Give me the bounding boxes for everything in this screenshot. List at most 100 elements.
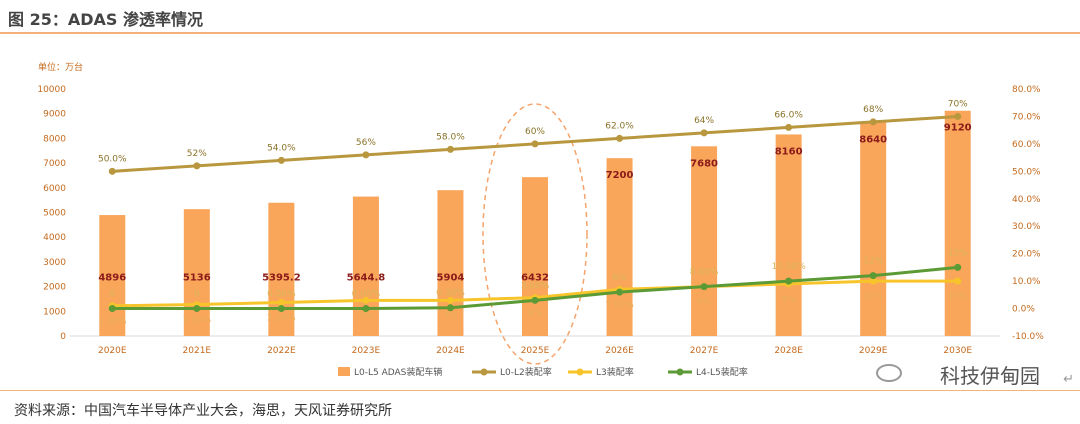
right-axis-tick-label: 30.0%: [1012, 222, 1041, 232]
bar: [352, 196, 379, 336]
l0-l2-data-label: 60%: [525, 127, 545, 137]
left-axis-tick-label: 6000: [43, 184, 66, 194]
watermark-text: 科技伊甸园: [940, 364, 1040, 388]
wechat-watermark-icon: [876, 364, 902, 382]
right-axis-tick-label: 10.0%: [1012, 277, 1041, 287]
l0-l2-data-label: 54.0%: [267, 143, 296, 153]
l0-l2-data-label: 64%: [694, 116, 714, 126]
figure-title-bar: 图 25：ADAS 渗透率情况: [0, 0, 1080, 34]
right-axis-tick-label: 40.0%: [1012, 195, 1041, 205]
right-axis-tick-label: 0.0%: [1012, 305, 1035, 315]
l0-l2-point: [954, 112, 962, 120]
left-axis-tick-label: 2000: [43, 283, 66, 293]
left-axis-tick-label: 9000: [43, 110, 66, 120]
legend-label: L0-L5 ADAS装配车辆: [354, 366, 442, 378]
l3-data-label: 10%: [863, 292, 883, 302]
l4-l5-data-label: 0: [194, 290, 200, 300]
right-axis-tick-label: 20.0%: [1012, 250, 1041, 260]
x-axis-tick-label: 2027E: [690, 346, 719, 356]
l4-l5-data-label: 12%: [863, 257, 883, 267]
paragraph-mark: ↵: [1063, 372, 1074, 387]
l3-data-label: 10%: [948, 292, 968, 302]
bar-value-label: 5136: [183, 272, 211, 283]
l3-data-label: 4%: [528, 309, 543, 319]
l0-l2-point: [785, 123, 793, 131]
l0-l2-data-label: 56%: [356, 138, 376, 148]
right-axis-tick-label: -10.0%: [1012, 332, 1044, 342]
l3-data-label: 2.20%: [267, 314, 296, 324]
l3-data-label: 3%: [443, 311, 458, 321]
left-axis-tick-label: 8000: [43, 134, 66, 144]
l4-l5-data-label: 3.00%: [521, 281, 550, 291]
l3-data-label: 1.00%: [98, 317, 127, 327]
l0-l2-data-label: 50.0%: [98, 154, 127, 164]
left-axis-tick-label: 3000: [43, 258, 66, 268]
l0-l2-data-label: 68%: [863, 105, 883, 115]
l4-l5-data-label: 10.00%: [771, 262, 806, 272]
l0-l2-point: [616, 134, 624, 142]
l4-l5-data-label: 8.00%: [690, 268, 719, 278]
x-axis-tick-label: 2028E: [774, 346, 803, 356]
l0-l2-data-label: 62.0%: [605, 121, 634, 131]
left-axis-tick-label: 4000: [43, 233, 66, 243]
figure-title: 图 25：ADAS 渗透率情况: [8, 10, 203, 29]
bar: [944, 110, 971, 337]
legend-swatch-bar: [338, 367, 350, 376]
bar-value-label: 5904: [437, 272, 465, 283]
l0-l2-data-label: 58.0%: [436, 132, 465, 142]
bar-value-label: 4896: [98, 272, 126, 283]
l3-point: [362, 296, 370, 304]
l4-l5-point: [362, 305, 370, 313]
l0-l2-data-label: 52%: [187, 149, 207, 159]
l4-l5-data-label: 0.30%: [436, 289, 465, 299]
l4-l5-point: [869, 272, 877, 280]
l0-l2-point: [446, 145, 454, 153]
l0-l2-data-label: 66.0%: [774, 110, 803, 120]
bar-value-label: 8160: [775, 146, 803, 157]
source-note: 资料来源：中国汽车半导体产业大会，海思，天风证券研究所: [14, 403, 392, 419]
l0-l2-point: [869, 118, 877, 126]
left-axis-tick-label: 5000: [43, 209, 66, 219]
l0-l2-data-label: 70%: [948, 99, 968, 109]
l4-l5-point: [193, 305, 201, 313]
legend-label: L0-L2装配率: [500, 366, 552, 378]
l4-l5-data-label: 0.00%: [267, 290, 296, 300]
l0-l2-point: [193, 162, 201, 170]
l0-l2-point: [362, 151, 370, 159]
unit-label: 单位：万台: [38, 61, 83, 73]
bar: [183, 209, 210, 336]
l4-l5-point: [446, 304, 454, 312]
bar: [860, 122, 887, 336]
bar-value-label: 9120: [944, 123, 972, 134]
l3-data-label: 1.50%: [183, 315, 212, 325]
bar: [522, 177, 548, 336]
l3-data-label: 3%: [359, 311, 374, 321]
x-axis-tick-label: 2026E: [605, 346, 634, 356]
left-axis-tick-label: 0: [60, 332, 66, 342]
bar-value-label: 7200: [606, 170, 634, 181]
x-axis-tick-label: 2030E: [943, 346, 972, 356]
legend-swatch-marker: [480, 368, 488, 376]
l4-l5-point: [700, 283, 708, 291]
x-axis-tick-label: 2023E: [352, 346, 381, 356]
l4-l5-data-label: 0.00%: [352, 290, 381, 300]
bar: [268, 202, 295, 336]
l3-point: [446, 296, 454, 304]
left-axis-tick-label: 7000: [43, 159, 66, 169]
right-axis-tick-label: 80.0%: [1012, 85, 1041, 95]
legend-label: L4-L5装配率: [696, 366, 748, 378]
l0-l2-point: [700, 129, 708, 137]
left-axis-tick-label: 10000: [37, 85, 66, 95]
bar-value-label: 5644.8: [347, 272, 386, 283]
l0-l2-point: [531, 140, 539, 148]
l4-l5-data-label: 0: [109, 290, 115, 300]
l0-l2-point: [108, 167, 116, 175]
l0-l2-point: [277, 156, 285, 164]
legend: L0-L5 ADAS装配车辆 L0-L2装配率 L3装配率 L4-L5装配率: [338, 366, 748, 378]
l3-data-label: 7.00%: [605, 300, 634, 310]
bar: [606, 158, 633, 336]
l3-point: [277, 299, 285, 307]
bar-value-label: 5395.2: [262, 272, 301, 283]
right-axis-tick-label: 50.0%: [1012, 167, 1041, 177]
source-bar: 资料来源：中国汽车半导体产业大会，海思，天风证券研究所: [0, 390, 1080, 424]
